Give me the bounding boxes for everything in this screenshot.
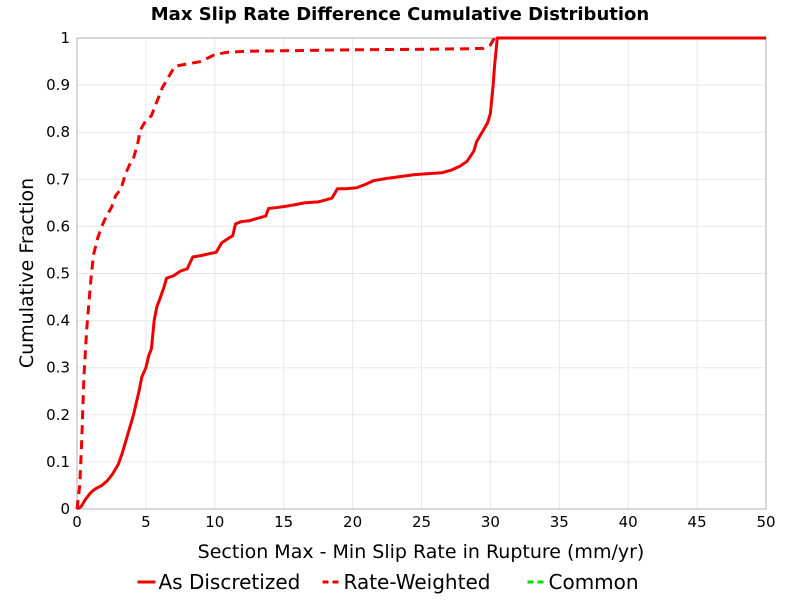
x-tick-label: 5 [141,513,151,531]
x-tick-label: 15 [274,513,293,531]
x-tick-label: 50 [756,513,775,531]
y-tick-label: 0.4 [46,312,70,330]
grid [76,37,767,510]
y-tick-label: 0.1 [46,453,70,471]
legend-label-1: As Discretized [159,570,301,594]
y-tick-label: 0.7 [46,170,70,188]
y-tick-label: 0.9 [46,76,70,94]
y-tick-label: 0.6 [46,217,70,235]
series-layer [75,36,766,511]
x-tick-label: 25 [412,513,431,531]
x-axis-label: Section Max - Min Slip Rate in Rupture (… [198,541,645,563]
plot-frame [76,37,767,510]
x-tick-label: 20 [343,513,362,531]
tick-labels: 0 5 10 15 20 25 30 35 40 45 50 0 0.1 0.2 0.3 0.4 0.5 0.6 0… [46,29,775,531]
x-tick-label: 35 [550,513,569,531]
x-tick-label: 40 [619,513,638,531]
x-tick-label: 10 [205,513,224,531]
series-line-2 [75,36,766,510]
series-line-1 [76,36,766,511]
y-tick-label: 1 [60,29,70,47]
x-tick-label: 0 [72,513,82,531]
y-tick-label: 0.2 [46,406,70,424]
legend: As Discretized Rate-Weighted Common [137,570,639,594]
y-tick-label: 0.8 [46,123,70,141]
x-tick-label: 45 [688,513,707,531]
legend-label-2: Rate-Weighted [344,570,491,594]
chart-title: Max Slip Rate Difference Cumulative Dist… [151,4,649,25]
y-axis-label: Cumulative Fraction [16,178,38,368]
y-tick-label: 0.5 [46,265,70,283]
y-tick-label: 0 [60,500,70,518]
y-tick-label: 0.3 [46,359,70,377]
legend-label-3: Common [549,570,639,594]
x-tick-label: 30 [481,513,500,531]
